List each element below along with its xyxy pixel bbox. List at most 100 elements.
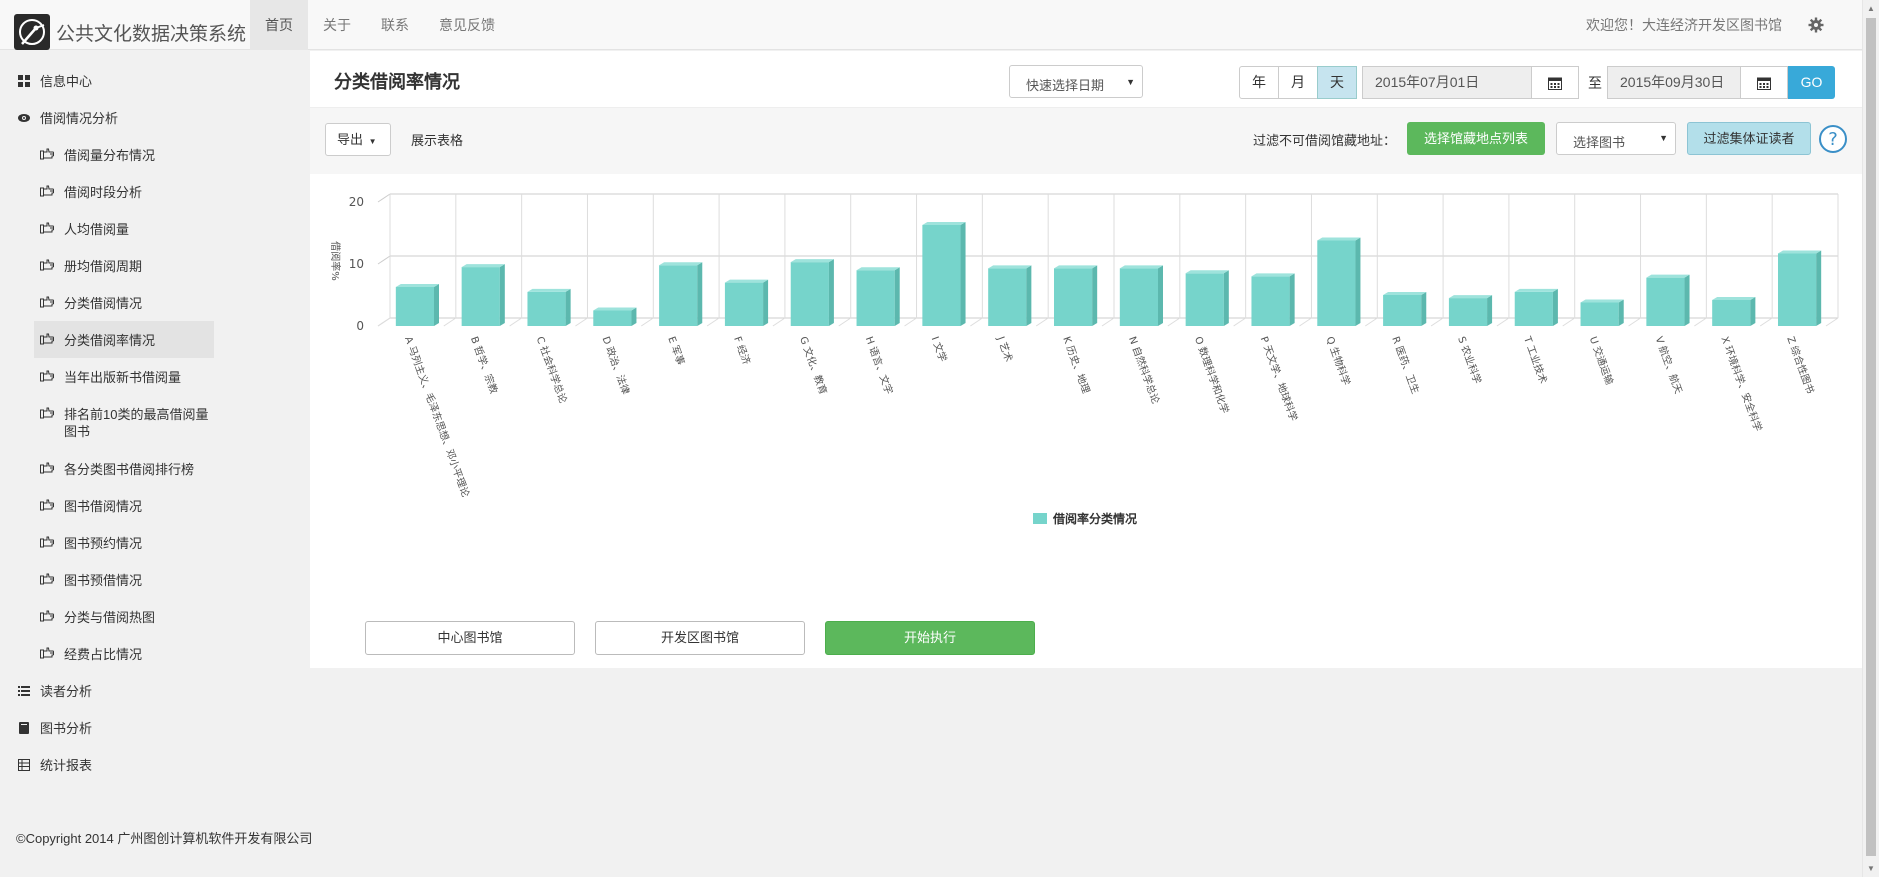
help-icon[interactable]: ?	[1818, 124, 1848, 154]
x-tick-label: V 航空、航天	[1653, 335, 1686, 396]
bar-top	[1119, 265, 1163, 269]
scrollbar[interactable]: ▲ ▼	[1862, 0, 1879, 877]
sidebar-subitem[interactable]: 借阅量分布情况	[0, 136, 230, 173]
date-to-field[interactable]: 2015年09月30日	[1607, 66, 1741, 99]
x-tick-label: G 文化、教育	[797, 335, 830, 397]
bar[interactable]	[1448, 295, 1493, 326]
bar[interactable]	[724, 279, 769, 326]
sidebar-item-label: 图书分析	[40, 721, 93, 736]
main-panel: 分类借阅率情况 快速选择日期 ▼ 年 月 天 2015年07月01日 至 201…	[310, 51, 1862, 668]
bar[interactable]	[593, 307, 637, 327]
bar-top	[1448, 295, 1493, 299]
period-year-button[interactable]: 年	[1239, 66, 1279, 99]
bar[interactable]	[461, 264, 505, 326]
bar-face	[1580, 302, 1619, 326]
sidebar-item-info-center[interactable]: 信息中心	[0, 62, 230, 99]
date-from-calendar-button[interactable]	[1531, 66, 1579, 99]
sidebar-item-reports[interactable]: 统计报表	[0, 746, 230, 783]
app-title: 公共文化数据决策系统	[56, 23, 247, 45]
bar-side	[1421, 292, 1427, 326]
sidebar-subitem-label: 图书预约情况	[64, 536, 143, 551]
bar-side	[1223, 270, 1229, 326]
x-tick-label: X 环境科学、安全科学	[1718, 335, 1764, 433]
x-tick-label: K 历史、地理	[1060, 335, 1093, 396]
bar[interactable]	[1251, 273, 1295, 326]
bar-top	[724, 279, 769, 283]
bar[interactable]	[790, 259, 834, 326]
gear-icon[interactable]	[1808, 17, 1824, 33]
bar[interactable]	[1580, 299, 1624, 326]
sidebar-subitem[interactable]: 各分类图书借阅排行榜	[0, 450, 230, 487]
bar[interactable]	[1054, 265, 1098, 326]
nav-feedback[interactable]: 意见反馈	[439, 17, 495, 33]
sidebar-subitem[interactable]: 册均借阅周期	[0, 247, 230, 284]
nav-contact[interactable]: 联系	[381, 17, 409, 33]
legend-swatch	[1033, 513, 1047, 524]
bar[interactable]	[659, 262, 703, 326]
sidebar-subitem[interactable]: 图书借阅情况	[0, 487, 230, 524]
bar[interactable]	[856, 267, 900, 326]
date-to-calendar-button[interactable]	[1740, 66, 1788, 99]
grid-line	[377, 317, 391, 327]
hand-pointer-icon	[40, 370, 54, 382]
sidebar-item-borrow-analysis[interactable]: 借阅情况分析	[0, 99, 230, 136]
sidebar-subitem[interactable]: 分类借阅率情况	[34, 321, 214, 358]
hand-pointer-icon	[40, 647, 54, 659]
bar-face	[922, 224, 961, 326]
go-button[interactable]: GO	[1788, 66, 1835, 99]
x-tick-label: A 马列主义、毛泽东思想、邓小平理论	[402, 335, 472, 499]
bar-face	[790, 262, 829, 326]
quick-date-select[interactable]: 快速选择日期 ▼	[1009, 65, 1143, 98]
scroll-down-icon[interactable]: ▼	[1867, 864, 1875, 873]
show-table-link[interactable]: 展示表格	[411, 133, 464, 148]
sidebar-subitem[interactable]: 排名前10类的最高借阅量图书	[0, 395, 230, 450]
start-execute-button[interactable]: 开始执行	[825, 621, 1035, 655]
scroll-up-icon[interactable]: ▲	[1867, 4, 1875, 13]
sidebar-subitem[interactable]: 借阅时段分析	[0, 173, 230, 210]
sidebar-subitem[interactable]: 分类与借阅热图	[0, 598, 230, 635]
sidebar-subitem[interactable]: 分类借阅情况	[0, 284, 230, 321]
bar[interactable]	[1383, 292, 1427, 326]
filter-reader-button[interactable]: 过滤集体证读者	[1687, 122, 1811, 155]
sidebar-item-book-analysis[interactable]: 图书分析	[0, 709, 230, 746]
bar[interactable]	[1119, 265, 1163, 326]
export-button[interactable]: 导出 ▼	[325, 123, 391, 156]
bar[interactable]	[1712, 296, 1756, 326]
brand[interactable]: 公共文化数据决策系统	[14, 14, 246, 50]
central-library-button[interactable]: 中心图书馆	[365, 621, 575, 655]
grid-line	[904, 317, 917, 327]
sidebar-subitem[interactable]: 当年出版新书借阅量	[0, 358, 230, 395]
bar[interactable]	[527, 288, 571, 326]
scrollbar-thumb[interactable]	[1866, 18, 1876, 856]
bar[interactable]	[1185, 270, 1229, 326]
bar-top	[1185, 270, 1229, 274]
sidebar-subitem[interactable]: 经费占比情况	[0, 635, 230, 672]
sidebar-subitem[interactable]: 图书预借情况	[0, 561, 230, 598]
nav-home[interactable]: 首页	[250, 0, 308, 50]
book-icon	[19, 721, 29, 734]
bar[interactable]	[1778, 250, 1822, 326]
dev-zone-library-button[interactable]: 开发区图书馆	[595, 621, 805, 655]
date-from-field[interactable]: 2015年07月01日	[1362, 66, 1532, 99]
x-tick-label: F 经济	[731, 335, 753, 367]
grid-line	[509, 317, 522, 327]
sidebar-subitem[interactable]: 人均借阅量	[0, 210, 230, 247]
nav-about[interactable]: 关于	[323, 17, 351, 33]
bar[interactable]	[922, 221, 966, 326]
book-select[interactable]: 选择图书 ▼	[1556, 122, 1676, 155]
bar[interactable]	[1514, 288, 1558, 326]
bar[interactable]	[988, 265, 1032, 326]
sidebar-item-label: 借阅情况分析	[40, 111, 119, 126]
period-day-button[interactable]: 天	[1317, 66, 1357, 99]
bar[interactable]	[395, 283, 439, 326]
hand-pointer-icon	[40, 148, 54, 160]
legend-label: 借阅率分类情况	[1052, 511, 1137, 526]
x-tick-label: Z 综合性图书	[1784, 335, 1817, 396]
bar-top	[922, 221, 966, 225]
sidebar-subitem[interactable]: 图书预约情况	[0, 524, 230, 561]
sidebar-item-reader-analysis[interactable]: 读者分析	[0, 672, 230, 709]
location-list-button[interactable]: 选择馆藏地点列表	[1407, 122, 1545, 155]
bar[interactable]	[1317, 237, 1361, 326]
bar[interactable]	[1646, 274, 1690, 326]
period-month-button[interactable]: 月	[1278, 66, 1318, 99]
